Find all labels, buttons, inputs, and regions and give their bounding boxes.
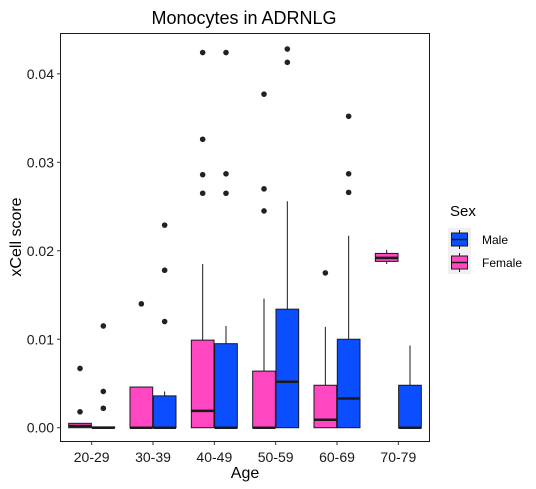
box-iqr [313,384,338,429]
box-iqr [275,308,300,429]
outlier-point [161,318,168,325]
y-axis-label: xCell score [8,197,25,276]
legend: Sex Male Female [448,203,522,274]
outlier-point [322,270,329,276]
box-iqr [252,370,276,429]
legend-label-female: Female [482,256,522,270]
outlier-point [345,113,352,120]
outlier-point [77,409,83,415]
box-female-20-29 [68,365,92,429]
outlier-point [199,136,206,143]
outlier-point [100,388,107,395]
box-female-30-39 [129,301,154,429]
box-male-50-59 [275,46,300,429]
outlier-point [100,323,107,329]
outlier-point [77,365,83,372]
x-tick-label: 70-79 [380,449,416,465]
outlier-point [199,171,206,178]
outlier-point [223,170,229,177]
outlier-point [223,190,229,197]
legend-label-male: Male [482,233,508,247]
outlier-point [199,49,206,56]
outlier-point [261,208,267,214]
box-male-70-79 [398,345,422,429]
box-male-60-69 [336,113,361,429]
x-axis: 20-29 30-39 40-49 50-59 60-69 70-79 [74,441,416,465]
box-female-40-49 [190,49,215,429]
outlier-point [223,49,229,56]
box-female-50-59 [252,91,276,429]
outlier-point [199,190,206,197]
outlier-point [261,186,267,192]
box-iqr [398,384,422,429]
outlier-point [345,189,352,196]
box-female-60-69 [313,270,338,429]
y-tick-label: 0.00 [27,420,54,436]
x-axis-label: Age [231,465,260,482]
x-tick-label: 50-59 [258,449,294,465]
y-tick-label: 0.03 [27,154,54,170]
box-male-40-49 [214,49,238,429]
outlier-point [161,267,168,274]
outlier-point [100,405,107,412]
box-groups [68,46,422,429]
y-tick-label: 0.04 [27,66,54,82]
box-male-20-29 [91,323,116,429]
chart-title: Monocytes in ADRNLG [151,8,336,28]
outlier-point [261,91,267,97]
box-iqr [129,386,154,429]
x-tick-label: 20-29 [74,449,110,465]
plot-panel [60,33,430,442]
x-tick-label: 40-49 [196,449,232,465]
box-iqr [214,343,238,429]
outlier-point [284,46,291,52]
y-axis: 0.00 0.01 0.02 0.03 0.04 [27,66,61,436]
outlier-point [138,301,145,307]
box-female-70-79 [374,249,399,265]
x-tick-label: 60-69 [319,449,355,465]
x-tick-label: 30-39 [135,449,171,465]
box-iqr [190,339,215,429]
outlier-point [284,59,291,66]
outlier-point [161,222,168,228]
box-iqr [336,338,361,429]
box-male-30-39 [152,222,177,429]
outlier-point [345,170,352,177]
box-iqr [152,395,177,429]
y-tick-label: 0.02 [27,243,54,259]
y-tick-label: 0.01 [27,331,54,347]
legend-title: Sex [450,203,476,220]
